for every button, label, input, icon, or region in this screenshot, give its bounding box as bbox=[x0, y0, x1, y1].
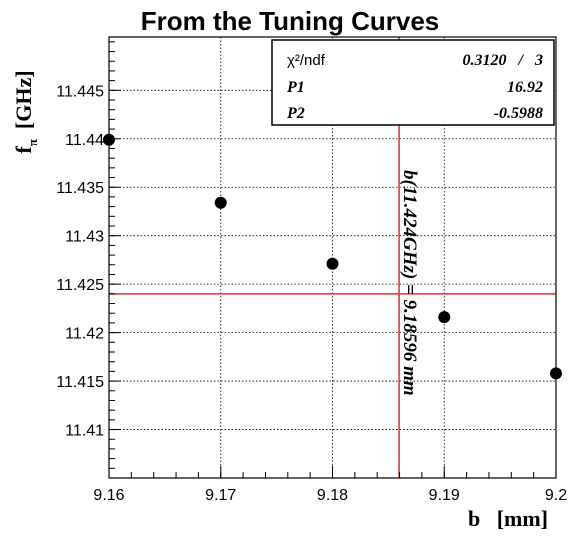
svg-text:fπ[GHz]: fπ [GHz] bbox=[11, 70, 40, 153]
y-axis-label-unit: [GHz] bbox=[11, 70, 36, 129]
y-tick-label: 11.425 bbox=[56, 277, 104, 294]
data-point bbox=[214, 196, 227, 209]
x-tick-label: 9.17 bbox=[205, 487, 236, 504]
axis-ticks bbox=[108, 41, 557, 479]
stats-chi2-value: 0.3120 / 3 bbox=[463, 52, 543, 69]
y-axis-label: fπ [GHz] bbox=[11, 70, 40, 153]
y-axis-label-subscript: π bbox=[25, 139, 40, 146]
x-tick-labels: 9.16 9.17 9.18 9.19 9.2 bbox=[93, 487, 567, 504]
stats-p1-label: P1 bbox=[286, 79, 305, 96]
x-tick-label: 9.18 bbox=[317, 487, 348, 504]
y-tick-label: 11.42 bbox=[65, 326, 104, 343]
stats-p2-label: P2 bbox=[286, 105, 305, 122]
y-axis-label-main: f bbox=[11, 146, 36, 154]
y-tick-label: 11.41 bbox=[65, 423, 104, 440]
y-tick-label: 11.415 bbox=[56, 374, 104, 391]
reference-annotation: b(11.424GHz) = 9.18596 mm bbox=[399, 170, 420, 396]
x-tick-label: 9.19 bbox=[429, 487, 460, 504]
y-tick-label: 11.43 bbox=[65, 229, 104, 246]
x-tick-label: 9.16 bbox=[93, 487, 124, 504]
y-tick-labels: 11.41 11.415 11.42 11.425 11.43 11.435 11.44 11… bbox=[56, 83, 104, 439]
y-tick-label: 11.435 bbox=[56, 180, 104, 197]
stats-p1-value: 16.92 bbox=[507, 79, 543, 96]
data-point bbox=[326, 257, 339, 270]
chart-title: From the Tuning Curves bbox=[141, 6, 440, 36]
data-point bbox=[438, 311, 451, 324]
stats-p2-value: -0.5988 bbox=[494, 105, 543, 122]
y-tick-label: 11.445 bbox=[56, 83, 104, 100]
stats-chi2-label: χ²/ndf bbox=[287, 52, 326, 69]
x-tick-label: 9.2 bbox=[545, 487, 567, 504]
x-axis-label: b [mm] bbox=[468, 506, 548, 531]
stats-box-frame bbox=[271, 39, 555, 126]
stats-box: χ²/ndf 0.3120 / 3 P1 16.92 P2 -0.5988 bbox=[271, 39, 555, 126]
y-tick-label: 11.44 bbox=[65, 132, 104, 149]
